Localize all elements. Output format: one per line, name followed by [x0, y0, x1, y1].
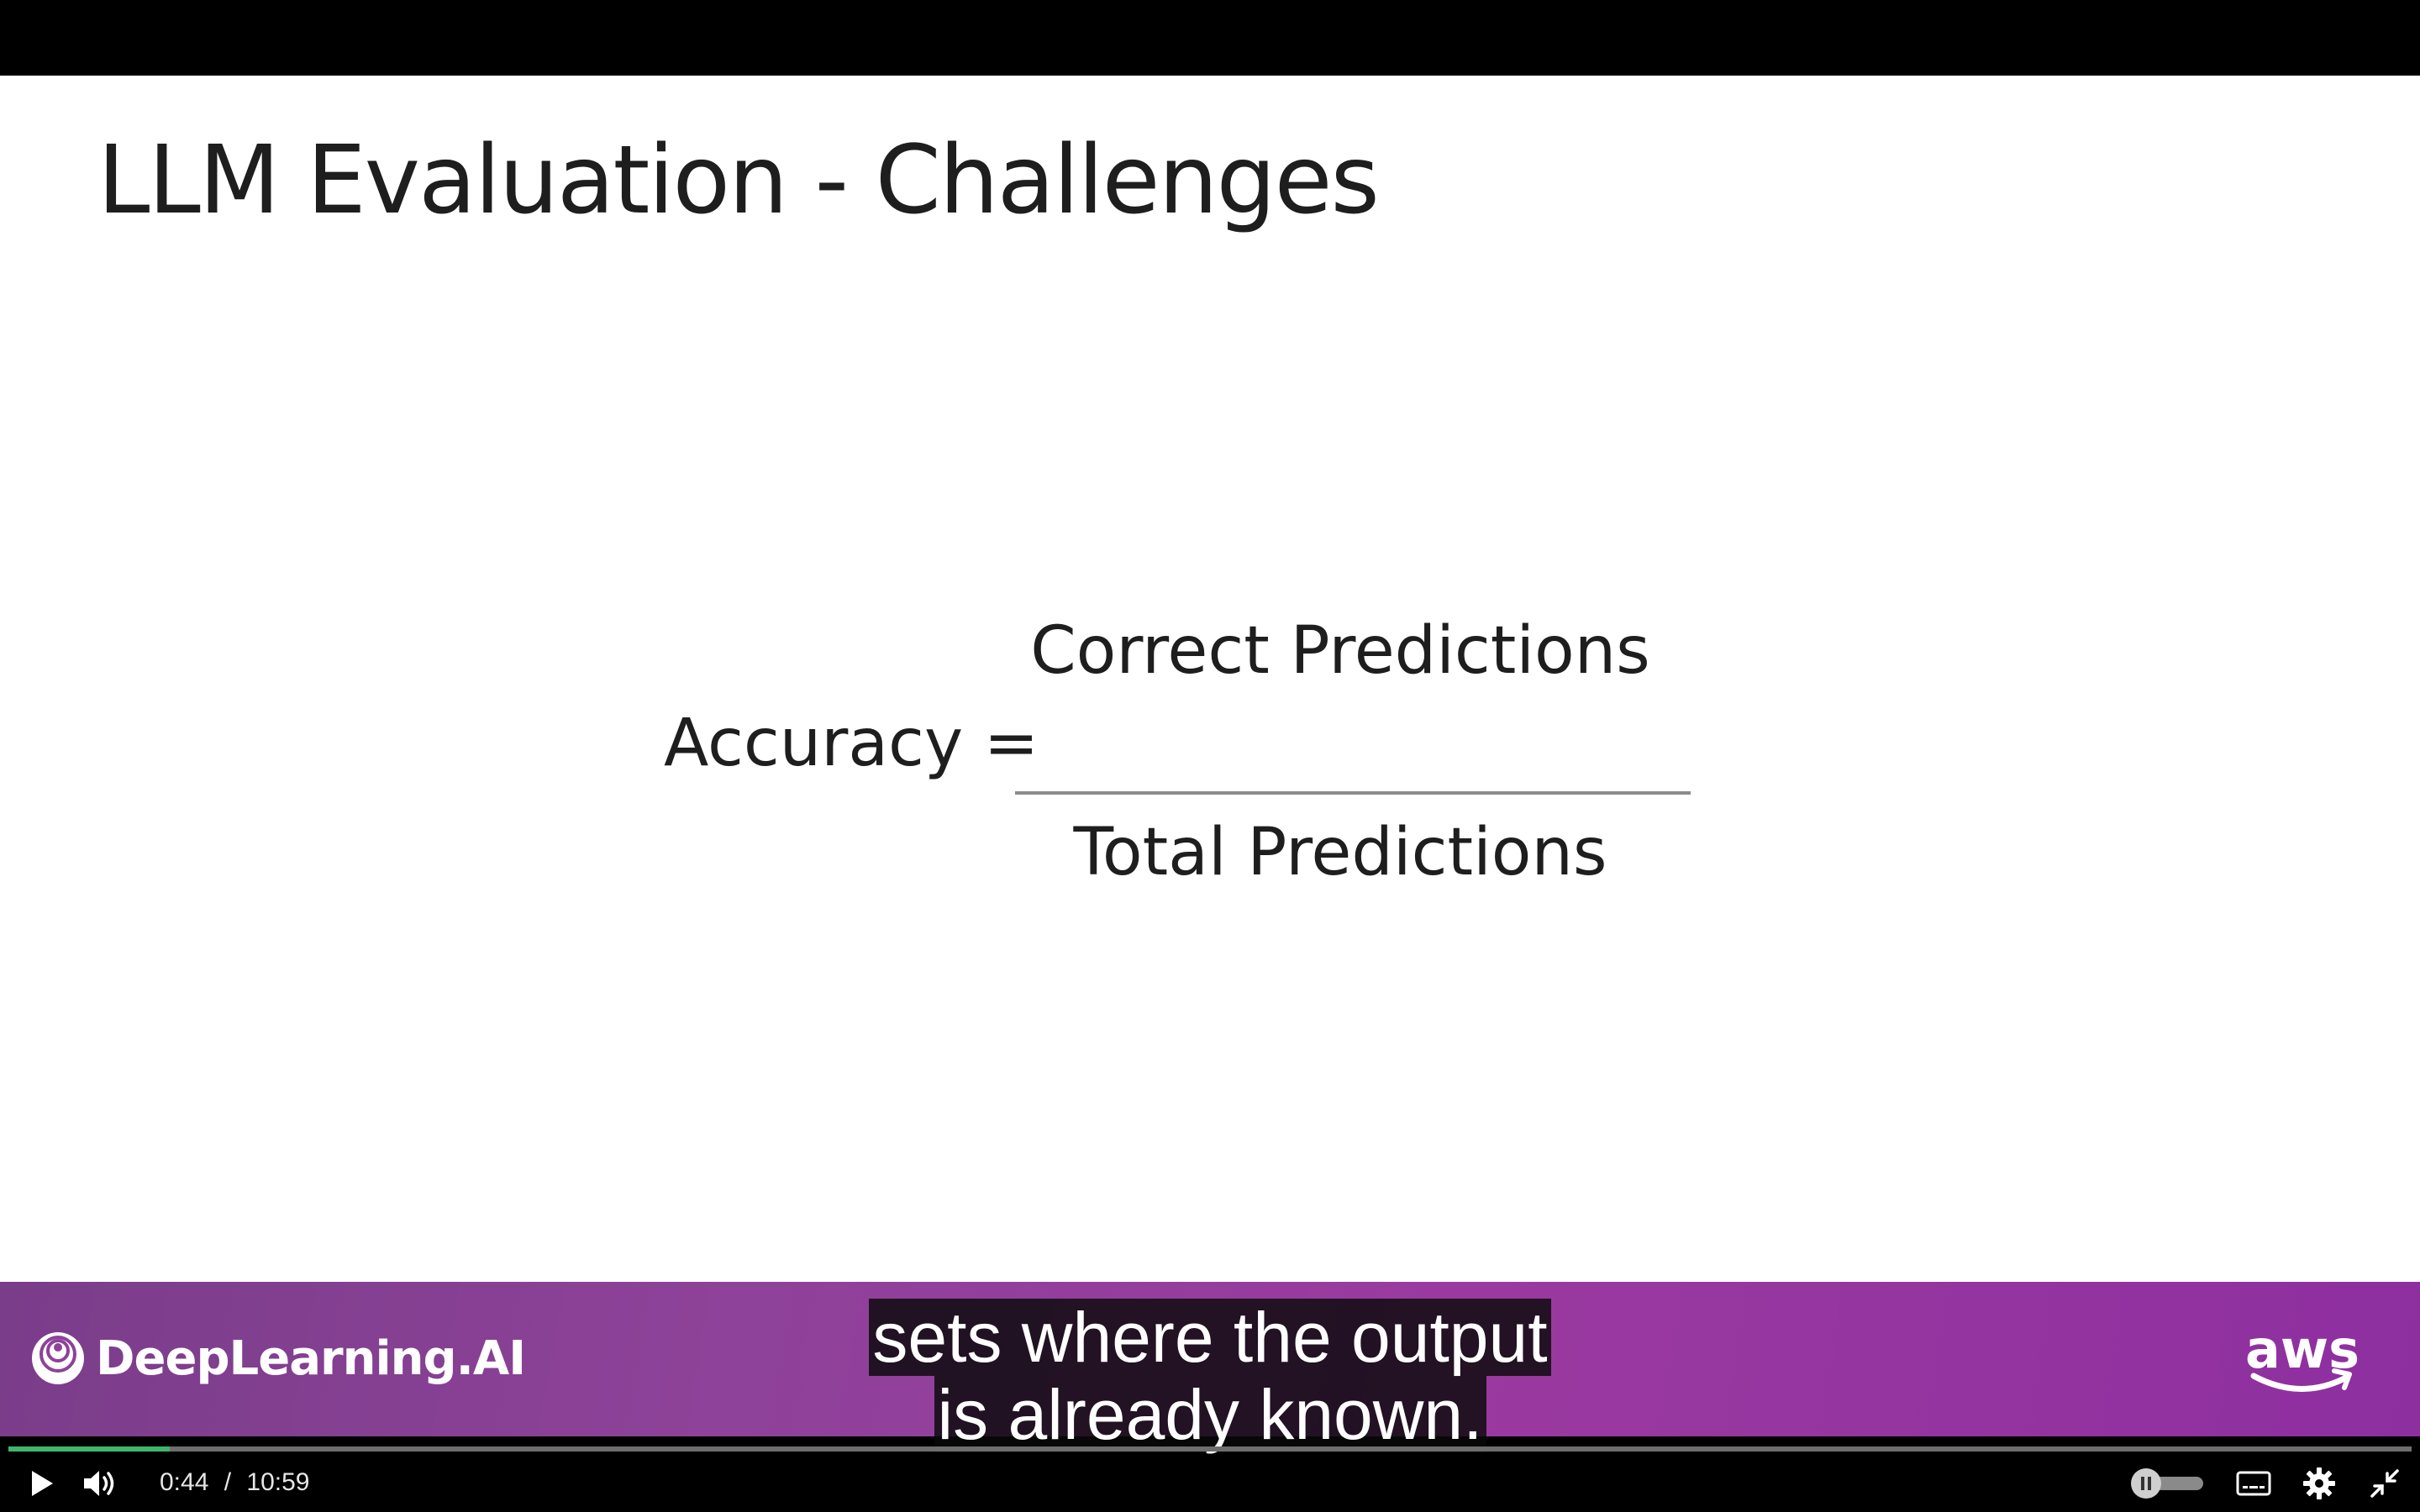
- time-display: 0:44 / 10:59: [160, 1468, 318, 1497]
- closed-captions-icon: [2236, 1471, 2271, 1496]
- aws-logo: aws: [2244, 1319, 2361, 1403]
- volume-button[interactable]: [81, 1463, 121, 1504]
- pause-toggle-icon: [2141, 1477, 2151, 1490]
- volume-icon: [84, 1471, 114, 1496]
- formula-denominator: Total Predictions: [1073, 815, 1607, 890]
- current-time: 0:44: [160, 1468, 209, 1496]
- slide-title: LLM Evaluation - Challenges: [97, 126, 1380, 235]
- toggle-knob: [2131, 1468, 2161, 1499]
- progress-fill: [8, 1446, 170, 1452]
- fraction-bar: [1015, 791, 1691, 795]
- formula-numerator: Correct Predictions: [1030, 613, 1650, 689]
- deeplearning-ai-logo: DeepLearning.AI: [30, 1331, 526, 1386]
- progress-bar[interactable]: [8, 1446, 2412, 1452]
- settings-button[interactable]: [2299, 1463, 2339, 1504]
- deeplearning-ai-logo-icon: [32, 1332, 84, 1384]
- slide: LLM Evaluation - Challenges Accuracy = C…: [0, 76, 2420, 1282]
- aws-smile-icon: [2250, 1368, 2352, 1392]
- gear-icon: [2303, 1467, 2335, 1499]
- deeplearning-ai-logo-text: DeepLearning.AI: [96, 1331, 526, 1386]
- subtitles: sets where the output is already known.: [0, 1299, 2420, 1453]
- duration: 10:59: [246, 1468, 310, 1496]
- formula-lhs: Accuracy =: [664, 706, 1039, 781]
- play-icon: [32, 1471, 53, 1496]
- captions-button[interactable]: [2233, 1465, 2274, 1502]
- exit-fullscreen-button[interactable]: [2365, 1463, 2405, 1504]
- playback-toggle[interactable]: [2131, 1468, 2205, 1499]
- subtitle-line: is already known.: [934, 1376, 1486, 1453]
- accuracy-formula: Accuracy = Correct Predictions Total Pre…: [664, 613, 1697, 890]
- time-separator: /: [224, 1468, 232, 1496]
- exit-fullscreen-icon: [2370, 1469, 2399, 1498]
- play-button[interactable]: [24, 1465, 60, 1502]
- subtitle-line: sets where the output: [869, 1299, 1551, 1376]
